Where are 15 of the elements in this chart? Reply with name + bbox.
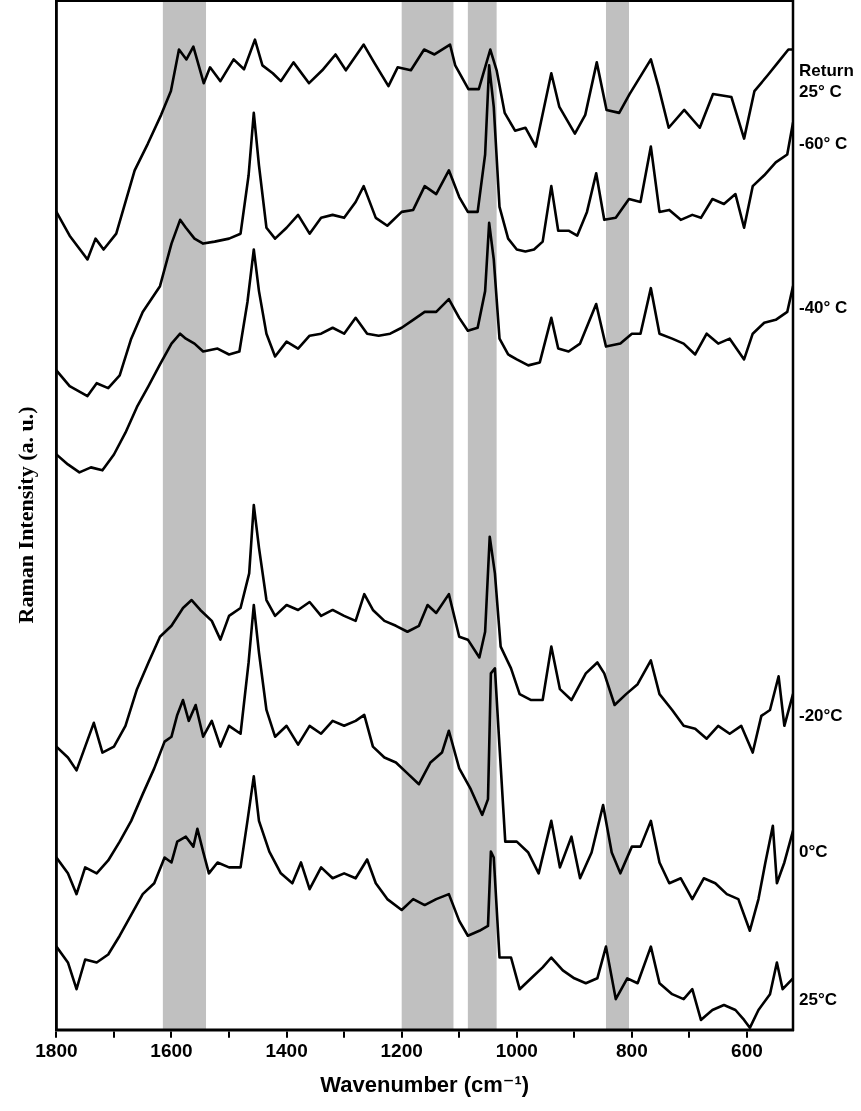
series-label: Return 25° C bbox=[799, 61, 854, 102]
series-label: 25°C bbox=[799, 990, 837, 1009]
x-tick-label: 1400 bbox=[265, 1040, 308, 1062]
series-label: 0°C bbox=[799, 842, 828, 862]
x-tick-label: 1600 bbox=[150, 1040, 193, 1062]
x-tick-label: 600 bbox=[731, 1040, 763, 1062]
x-axis-title: Wavenumber (cm⁻¹) bbox=[320, 1071, 530, 1097]
series-label: -40° C bbox=[799, 297, 848, 317]
x-tick-label: 800 bbox=[616, 1040, 648, 1062]
x-tick-label: 1200 bbox=[380, 1040, 423, 1062]
x-tick-label: 1000 bbox=[495, 1040, 538, 1062]
series-label: -20°C bbox=[799, 705, 843, 725]
y-axis-title: Raman Intensity (a. u.) bbox=[12, 406, 38, 624]
series-label: -60° C bbox=[799, 134, 848, 154]
x-tick-label: 1800 bbox=[35, 1040, 78, 1062]
